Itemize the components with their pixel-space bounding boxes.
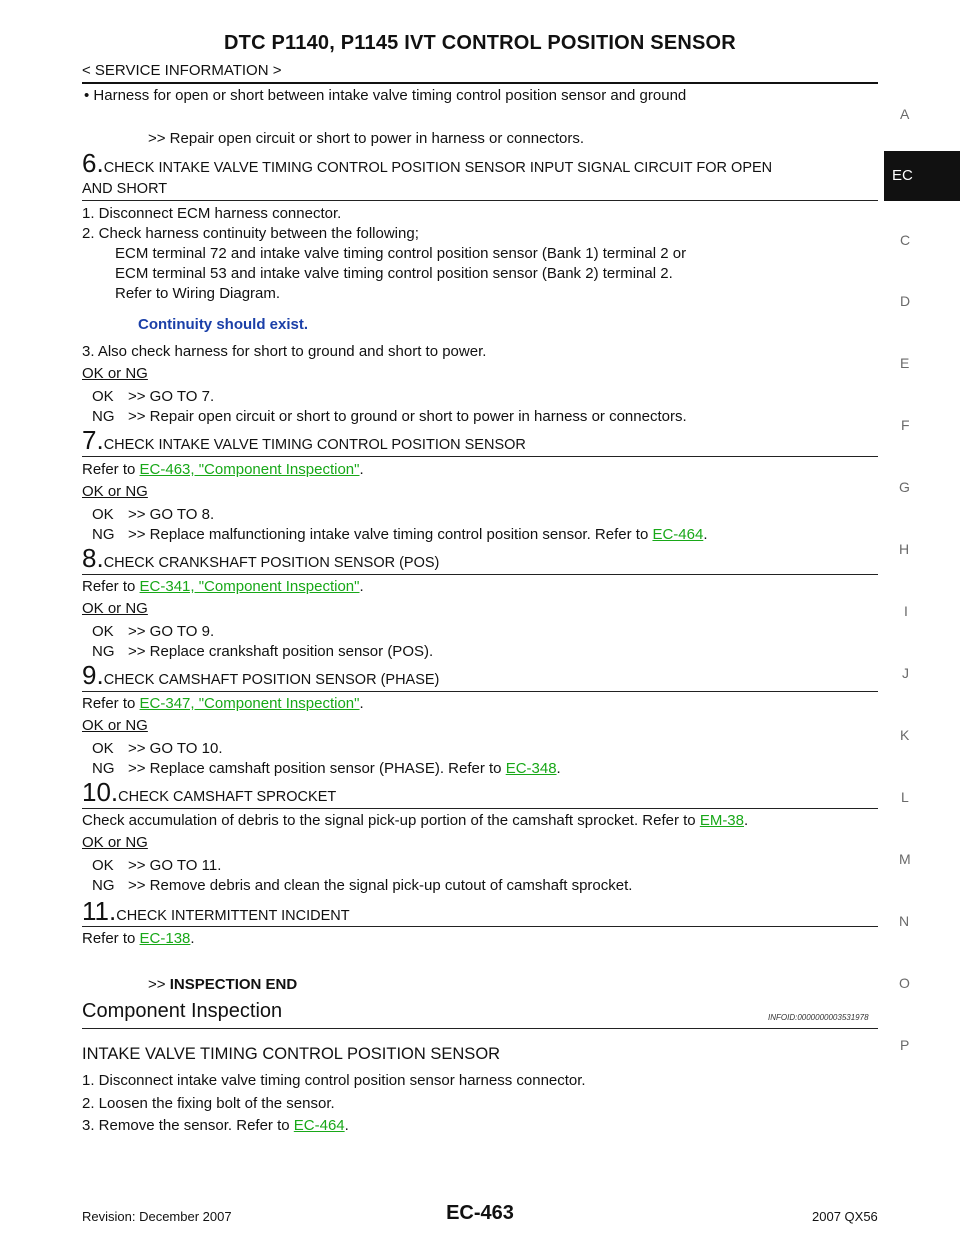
step-9-rule: [82, 691, 878, 692]
step-10-refer: Check accumulation of debris to the sign…: [82, 812, 749, 829]
step-6-heading: 6.CHECK INTAKE VALVE TIMING CONTROL POSI…: [82, 148, 773, 178]
repair-result: >> Repair open circuit or short to power…: [148, 130, 585, 147]
sidebar-tab-g[interactable]: G: [899, 479, 910, 495]
component-rule: [82, 1028, 878, 1029]
ok-or-ng-label: OK or NG: [82, 365, 148, 382]
step-9-heading: 9.CHECK CAMSHAFT POSITION SENSOR (PHASE): [82, 660, 440, 690]
sidebar-tab-c[interactable]: C: [900, 232, 911, 248]
component-inspection-title: Component Inspection: [82, 1000, 283, 1022]
step-10-rule: [82, 808, 878, 809]
step-7-heading: 7.CHECK INTAKE VALVE TIMING CONTROL POSI…: [82, 425, 526, 455]
header-rule: [82, 82, 878, 84]
sidebar-tab-o[interactable]: O: [899, 975, 910, 991]
inspection-end: >> INSPECTION END: [148, 976, 298, 993]
step-6-item-3: 3. Also check harness for short to groun…: [82, 343, 487, 360]
component-subtitle: INTAKE VALVE TIMING CONTROL POSITION SEN…: [82, 1045, 501, 1063]
sidebar-tab-e[interactable]: E: [900, 355, 910, 371]
step-11-heading: 11.CHECK INTERMITTENT INCIDENT: [82, 896, 350, 926]
sidebar-tab-l[interactable]: L: [901, 789, 909, 805]
step-7-rule: [82, 456, 878, 457]
step-8-rule: [82, 574, 878, 575]
step-8-heading: 8.CHECK CRANKSHAFT POSITION SENSOR (POS): [82, 543, 440, 573]
link-em-38[interactable]: EM-38: [699, 812, 744, 829]
link-ec-138[interactable]: EC-138: [139, 930, 191, 947]
step-11-rule: [82, 926, 878, 927]
sidebar-tab-j[interactable]: J: [902, 665, 909, 681]
sidebar-tab-i[interactable]: I: [904, 603, 908, 619]
ok-or-ng-label: OK or NG: [82, 717, 148, 734]
section-label: < SERVICE INFORMATION >: [82, 62, 282, 79]
page-title: DTC P1140, P1145 IVT CONTROL POSITION SE…: [224, 32, 736, 54]
step-7-refer: Refer to EC-463, "Component Inspection".: [82, 461, 364, 478]
ok-or-ng-label: OK or NG: [82, 600, 148, 617]
ok-or-ng-label: OK or NG: [82, 483, 148, 500]
step-9-results: OK >> GO TO 10. NG >> Replace camshaft pos…: [92, 740, 561, 777]
sidebar-tab-f[interactable]: F: [901, 417, 910, 433]
bullet-item: • Harness for open or short between inta…: [84, 87, 687, 104]
sidebar-tab-p[interactable]: P: [900, 1037, 910, 1053]
step-6-results: OK >> GO TO 7. NG >> Repair open circuit o…: [92, 388, 687, 425]
link-ec-341[interactable]: EC-341, "Component Inspection": [139, 578, 360, 595]
footer-model: 2007 QX56: [812, 1209, 878, 1224]
step-8-refer: Refer to EC-341, "Component Inspection".: [82, 578, 364, 595]
step-6-heading-cont: AND SHORT: [82, 181, 168, 197]
ok-or-ng-label: OK or NG: [82, 834, 148, 851]
step-6-list: 1. Disconnect ECM harness connector. 2. …: [82, 205, 687, 302]
footer-page-number: EC-463: [446, 1202, 514, 1224]
sidebar-tab-d[interactable]: D: [900, 293, 911, 309]
sidebar-tab-a[interactable]: A: [900, 106, 910, 122]
info-id: INFOID:0000000003531978: [768, 1013, 869, 1022]
link-ec-464[interactable]: EC-464: [293, 1117, 345, 1134]
step-8-results: OK >> GO TO 9. NG >> Replace crankshaft po…: [92, 623, 434, 660]
link-ec-464[interactable]: EC-464: [652, 526, 704, 543]
sidebar-tab-k[interactable]: K: [900, 727, 910, 743]
step-9-refer: Refer to EC-347, "Component Inspection".: [82, 695, 364, 712]
footer-revision: Revision: December 2007: [82, 1209, 232, 1224]
step-10-results: OK >> GO TO 11. NG >> Remove debris and cl…: [92, 857, 633, 894]
link-ec-348[interactable]: EC-348: [505, 760, 557, 777]
link-ec-347[interactable]: EC-347, "Component Inspection": [139, 695, 360, 712]
component-item-2: 2. Loosen the fixing bolt of the sensor.: [82, 1095, 335, 1112]
step-6-rule: [82, 200, 878, 201]
sidebar-tab-ec[interactable]: EC: [884, 151, 960, 201]
sidebar-tab-n[interactable]: N: [899, 913, 910, 929]
link-ec-463[interactable]: EC-463, "Component Inspection": [139, 461, 360, 478]
sidebar-tab-m[interactable]: M: [899, 851, 911, 867]
step-11-refer: Refer to EC-138.: [82, 930, 195, 947]
component-item-3: 3. Remove the sensor. Refer to EC-464.: [82, 1117, 349, 1134]
step-7-results: OK >> GO TO 8. NG >> Replace malfunctionin…: [92, 506, 708, 543]
component-item-1: 1. Disconnect intake valve timing contro…: [82, 1072, 586, 1089]
step-10-heading: 10.CHECK CAMSHAFT SPROCKET: [82, 777, 337, 807]
continuity-note: Continuity should exist.: [138, 316, 309, 333]
sidebar-tab-h[interactable]: H: [899, 541, 910, 557]
